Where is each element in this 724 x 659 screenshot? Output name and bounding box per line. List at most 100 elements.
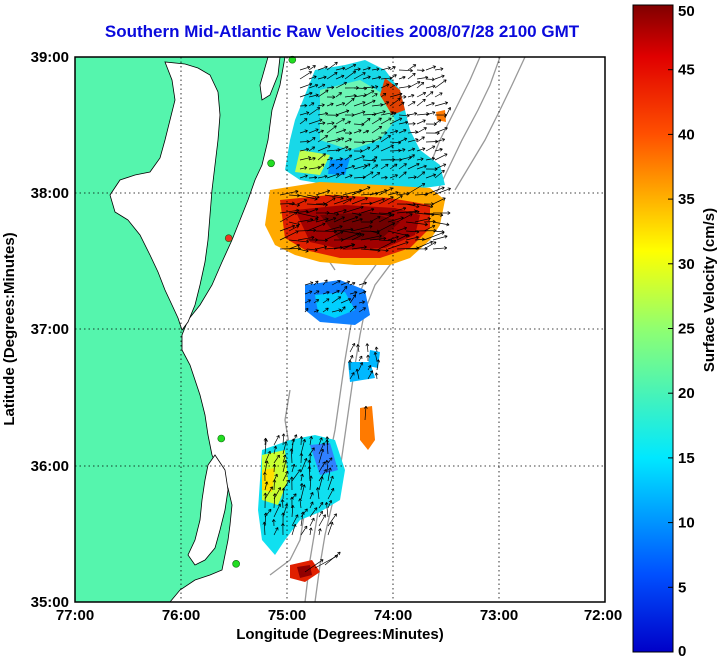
velocity-arrow — [304, 559, 324, 573]
velocity-arrow — [416, 81, 425, 89]
colorbar-tick-label: 45 — [678, 62, 695, 79]
velocity-arrow — [407, 81, 421, 89]
velocity-arrow — [369, 197, 386, 205]
velocity-arrow — [344, 154, 353, 161]
velocity-arrow — [378, 238, 394, 243]
velocity-arrow — [358, 290, 367, 295]
velocity-arrow — [398, 163, 407, 170]
velocity-arrow — [335, 128, 347, 134]
velocity-arrow — [380, 175, 388, 180]
colorbar-tick-label: 25 — [678, 321, 695, 338]
velocity-arrow — [317, 153, 326, 161]
velocity-arrow — [300, 484, 306, 500]
velocity-arrow — [351, 186, 371, 196]
velocity-arrow — [317, 174, 328, 179]
velocity-arrow — [318, 510, 323, 518]
velocity-arrow — [423, 241, 437, 250]
velocity-arrow — [434, 92, 443, 98]
velocity-arrow — [407, 72, 416, 80]
velocity-arrow — [318, 528, 322, 536]
velocity-arrow — [308, 156, 316, 161]
velocity-arrow — [342, 198, 352, 205]
velocity-arrow — [322, 279, 328, 286]
velocity-arrow — [288, 209, 309, 214]
velocity-arrow — [349, 294, 357, 304]
velocity-arrow — [272, 493, 277, 509]
velocity-arrow — [326, 125, 337, 134]
velocity-arrow — [342, 215, 359, 223]
x-tick-label: 77:00 — [56, 607, 94, 624]
velocity-arrow — [308, 83, 319, 89]
velocity-arrow — [416, 157, 424, 161]
velocity-arrow — [327, 513, 337, 527]
velocity-arrow — [280, 499, 285, 509]
velocity-arrow — [333, 227, 354, 232]
velocity-field-small — [348, 350, 380, 382]
velocity-arrow — [366, 354, 370, 362]
velocity-arrow — [432, 187, 451, 196]
velocity-arrow — [324, 217, 337, 223]
velocity-arrow — [304, 299, 311, 304]
velocity-arrow — [324, 230, 344, 241]
velocity-arrow — [344, 174, 353, 179]
velocity-field-hatteras — [290, 560, 320, 582]
velocity-arrow — [299, 436, 304, 446]
velocity-arrow — [416, 147, 426, 152]
velocity-arrow — [398, 95, 407, 99]
velocity-arrow — [300, 508, 308, 518]
velocity-arrow — [380, 66, 391, 71]
velocity-arrow — [322, 307, 329, 313]
velocity-arrow — [362, 90, 375, 98]
velocity-arrow — [356, 344, 360, 353]
velocity-arrow — [335, 137, 345, 143]
velocity-arrow — [324, 212, 340, 216]
velocity-arrow — [306, 207, 319, 214]
velocity-arrow — [407, 154, 415, 161]
radar-stations — [217, 55, 297, 568]
velocity-arrow — [344, 131, 353, 135]
velocity-arrow — [414, 217, 431, 223]
velocity-arrow — [299, 65, 311, 71]
velocity-arrow — [271, 519, 276, 527]
velocity-arrow — [405, 203, 420, 209]
velocity-arrow — [326, 95, 336, 99]
velocity-arrow — [349, 290, 358, 295]
velocity-arrow — [331, 296, 342, 304]
velocity-arrow — [416, 171, 426, 179]
velocity-arrow — [309, 492, 314, 500]
velocity-arrow — [326, 121, 335, 126]
velocity-arrow — [299, 453, 304, 464]
velocity-arrow — [279, 224, 296, 232]
velocity-arrow — [380, 144, 394, 152]
velocity-arrow — [264, 450, 271, 464]
velocity-arrow — [304, 290, 313, 295]
velocity-arrow — [349, 372, 355, 380]
velocity-arrow — [363, 405, 368, 421]
velocity-arrow — [380, 117, 392, 125]
velocity-arrow — [351, 217, 363, 223]
velocity-arrow — [333, 196, 356, 205]
velocity-arrow — [398, 171, 407, 179]
velocity-arrow — [308, 175, 318, 180]
velocity-arrow — [333, 208, 347, 214]
colorbar-tick-label: 15 — [678, 450, 695, 467]
velocity-arrow — [407, 175, 417, 180]
velocity-arrow — [335, 171, 345, 179]
velocity-arrow — [344, 97, 355, 107]
velocity-arrow — [389, 163, 398, 170]
velocity-arrow — [348, 359, 352, 371]
velocity-arrow — [299, 483, 304, 491]
x-axis: 77:00 76:00 75:00 74:00 73:00 72:00 Long… — [56, 607, 622, 643]
velocity-arrow — [315, 245, 328, 250]
velocity-arrow — [353, 155, 365, 161]
velocity-arrow — [327, 467, 332, 482]
velocity-arrow — [398, 68, 413, 73]
velocity-arrow — [326, 163, 335, 170]
velocity-arrow — [335, 109, 350, 116]
velocity-arrow — [387, 241, 409, 250]
velocity-arrow — [380, 131, 388, 135]
velocity-arrow — [371, 145, 380, 152]
velocity-arrow — [309, 436, 313, 446]
velocity-arrow — [353, 129, 362, 134]
velocity-arrow — [398, 75, 406, 80]
